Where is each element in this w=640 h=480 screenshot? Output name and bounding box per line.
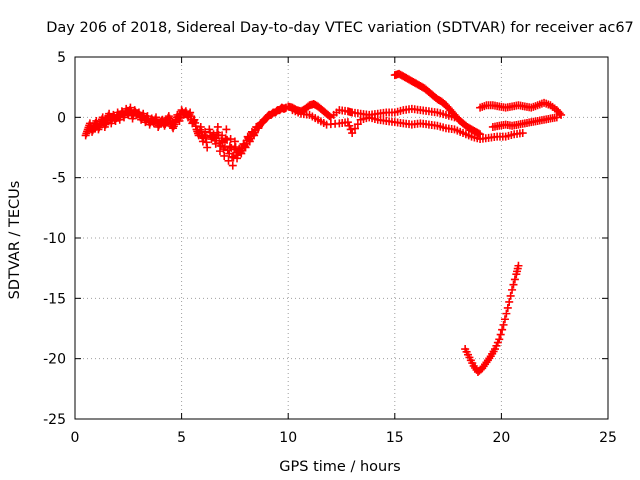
chart-title: Day 206 of 2018, Sidereal Day-to-day VTE… (46, 20, 634, 36)
y-tick-label: 5 (57, 50, 66, 66)
x-axis-label: GPS time / hours (279, 459, 400, 475)
data-point (346, 125, 355, 134)
x-tick-label: 25 (599, 430, 617, 446)
data-point (226, 135, 235, 144)
y-axis-ticks: -25 -20 -15 -10 -5 0 5 (43, 50, 608, 428)
x-tick-label: 20 (492, 430, 510, 446)
data-point (508, 285, 517, 294)
data-point (555, 109, 564, 118)
data-point (500, 315, 509, 324)
data-point (514, 261, 523, 270)
data-point (343, 118, 352, 127)
y-tick-label: -25 (43, 412, 66, 428)
data-point (557, 110, 566, 119)
x-tick-label: 15 (386, 430, 404, 446)
data-point (503, 303, 512, 312)
data-point (229, 153, 238, 162)
data-point (505, 297, 514, 306)
data-point (502, 309, 511, 318)
data-point (325, 112, 334, 121)
data-point (348, 129, 357, 138)
data-point (495, 335, 504, 344)
y-tick-label: -15 (43, 291, 66, 307)
data-point (552, 113, 561, 122)
y-tick-label: -20 (43, 352, 66, 368)
x-axis-ticks: 0 5 10 15 20 25 (71, 57, 617, 446)
y-tick-label: -5 (52, 171, 66, 187)
y-axis-label: SDTVAR / TECUs (7, 181, 23, 300)
data-point (224, 156, 233, 165)
data-point (474, 129, 483, 138)
x-tick-label: 5 (177, 430, 186, 446)
data-point (223, 135, 232, 144)
data-point (506, 291, 515, 300)
data-point (221, 134, 230, 143)
data-point (220, 151, 229, 160)
data-point (218, 138, 227, 147)
data-point (498, 325, 507, 334)
data-point (510, 275, 519, 284)
y-tick-label: -10 (43, 231, 66, 247)
data-point (509, 280, 518, 289)
data-point (225, 142, 234, 151)
data-point (345, 121, 354, 130)
data-point (213, 122, 222, 131)
data-point (496, 330, 505, 339)
data-point (228, 161, 237, 170)
data-point (518, 129, 527, 138)
x-tick-label: 0 (71, 430, 80, 446)
x-tick-label: 10 (279, 430, 297, 446)
data-point (351, 124, 360, 133)
data-point (353, 120, 362, 129)
data-point (222, 125, 231, 134)
y-tick-label: 0 (57, 110, 66, 126)
data-point (499, 320, 508, 329)
data-point (203, 143, 212, 152)
data-point (476, 130, 485, 139)
data-point (228, 152, 237, 161)
data-points (81, 69, 566, 376)
gridlines (75, 57, 608, 419)
